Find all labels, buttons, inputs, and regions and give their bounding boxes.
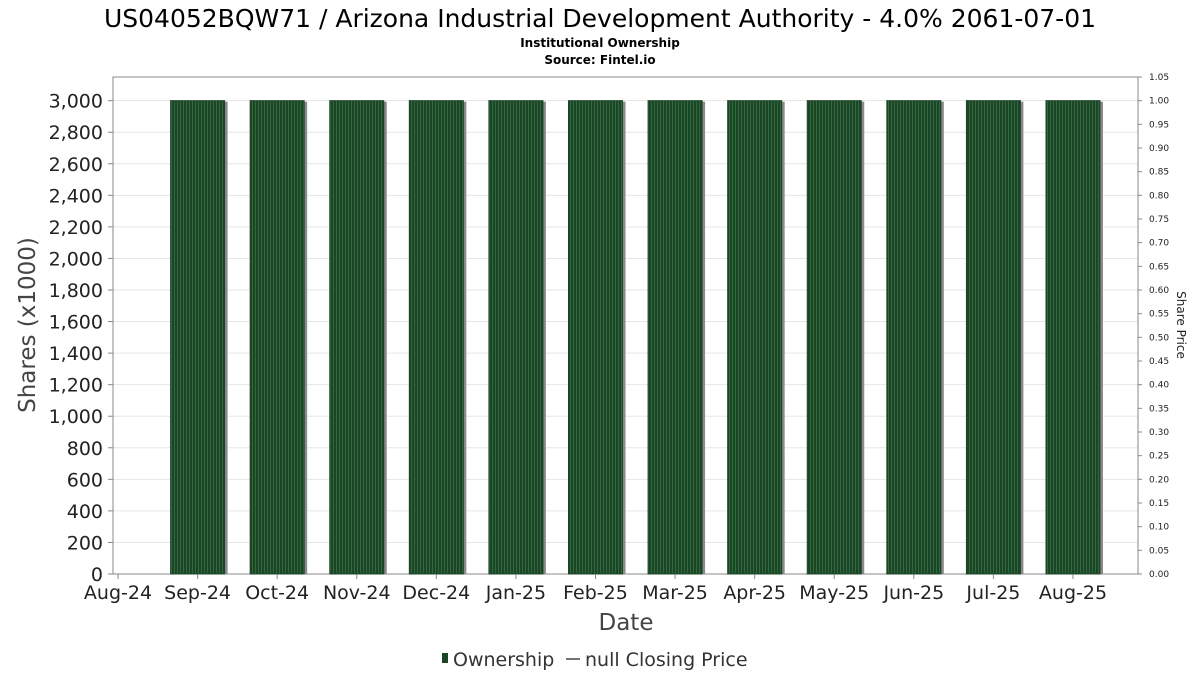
y2-tick-label: 0.60: [1149, 286, 1169, 296]
ownership-bar: [329, 100, 385, 575]
y-tick-label: 200: [67, 532, 103, 554]
y2-axis-label: Share Price: [1174, 291, 1188, 359]
bar-shadow: [1100, 101, 1103, 575]
y-tick-label: 600: [67, 469, 103, 491]
x-tick-label: Aug-24: [84, 582, 152, 604]
y-tick-label: 1,800: [49, 280, 103, 302]
y2-tick-label: 0.45: [1149, 357, 1169, 367]
y-tick-label: 3,000: [49, 91, 103, 113]
y-tick-label: 2,400: [49, 185, 103, 207]
y-tick-label: 1,400: [49, 343, 103, 365]
y-tick-label: 800: [67, 438, 103, 460]
y2-tick-label: 1.05: [1149, 73, 1169, 83]
legend-ownership-label: Ownership: [453, 649, 554, 671]
y-tick-label: 1,600: [49, 312, 103, 334]
bar-shadow: [702, 101, 706, 575]
bar-shadow: [304, 101, 308, 575]
ownership-bar: [170, 100, 226, 575]
y2-tick-label: 0.35: [1149, 404, 1169, 414]
y2-tick-label: 0.05: [1149, 546, 1169, 556]
chart-title: US04052BQW71 / Arizona Industrial Develo…: [104, 4, 1096, 33]
y2-tick-label: 0.25: [1149, 452, 1169, 462]
bar-shadow: [224, 101, 228, 575]
chart-subtitle: Institutional Ownership: [520, 36, 680, 50]
y2-tick-label: 0.75: [1149, 215, 1169, 225]
y2-tick-label: 0.50: [1149, 333, 1169, 343]
y-tick-label: 2,200: [49, 217, 103, 239]
x-tick-label: Jun-25: [882, 582, 944, 604]
y-axis-label: Shares (x1000): [15, 237, 41, 413]
y-tick-label: 400: [67, 501, 103, 523]
x-tick-label: Sep-24: [164, 582, 231, 604]
y-tick-label: 2,000: [49, 248, 103, 270]
bar-shadow: [622, 101, 626, 575]
y2-tick-label: 0.85: [1149, 168, 1169, 178]
x-tick-label: Aug-25: [1039, 582, 1107, 604]
bar-shadow: [463, 101, 467, 575]
ownership-bar: [488, 100, 544, 575]
y2-tick-label: 0.95: [1149, 120, 1169, 130]
ownership-bar: [408, 100, 464, 575]
ownership-bar: [727, 100, 783, 575]
y2-tick-label: 0.70: [1149, 239, 1169, 249]
x-tick-label: Mar-25: [642, 582, 708, 604]
ownership-bar: [568, 100, 623, 575]
x-tick-label: Jul-25: [965, 582, 1020, 604]
y2-tick-label: 0.55: [1149, 310, 1169, 320]
y2-tick-label: 0.15: [1149, 499, 1169, 509]
y2-tick-label: 0.80: [1149, 191, 1169, 201]
x-tick-label: Feb-25: [563, 582, 628, 604]
y-axis-ticks: 0 200 400 600 800 1,000 1,200 1,400 1,600 1,800 2,…: [49, 91, 113, 586]
y2-axis-ticks: 0.00 0.05 0.10 0.15 0.20 0.25 0.30 0.35 0.40 0.45…: [1138, 73, 1169, 580]
y-tick-label: 1,200: [49, 375, 103, 397]
chart-source: Source: Fintel.io: [544, 53, 655, 67]
bar-shadow: [542, 101, 546, 575]
x-tick-label: Jan-25: [485, 582, 546, 604]
x-tick-label: Nov-24: [323, 582, 391, 604]
ownership-bar: [806, 100, 862, 575]
y-tick-label: 0: [91, 564, 103, 586]
bar-shadow: [861, 101, 865, 575]
y2-tick-label: 0.40: [1149, 381, 1169, 391]
y2-tick-label: 1.00: [1149, 97, 1169, 107]
x-axis-ticks: Aug-24 Sep-24 Oct-24 Nov-24 Dec-24 Jan-25 Feb-…: [84, 574, 1107, 604]
bar-shadow: [781, 101, 785, 575]
legend: Ownership null Closing Price: [442, 649, 748, 671]
ownership-bar: [1045, 100, 1101, 575]
bar-shadow: [940, 101, 944, 575]
bar-shadow: [383, 101, 387, 575]
y2-tick-label: 0.00: [1149, 570, 1169, 580]
x-tick-label: May-25: [799, 582, 869, 604]
ownership-bar: [249, 100, 305, 575]
y-tick-label: 2,600: [49, 154, 103, 176]
y-tick-label: 2,800: [49, 122, 103, 144]
y2-tick-label: 0.10: [1149, 523, 1169, 533]
y2-tick-label: 0.20: [1149, 475, 1169, 485]
ownership-bar: [647, 100, 703, 575]
bars-group: [170, 100, 1103, 575]
x-axis-label: Date: [599, 610, 654, 636]
y-tick-label: 1,000: [49, 406, 103, 428]
legend-ownership-swatch: [442, 653, 448, 663]
ownership-bar: [886, 100, 942, 575]
x-tick-label: Dec-24: [402, 582, 470, 604]
x-tick-label: Apr-25: [723, 582, 786, 604]
y2-tick-label: 0.90: [1149, 144, 1169, 154]
y2-tick-label: 0.30: [1149, 428, 1169, 438]
y2-tick-label: 0.65: [1149, 262, 1169, 272]
bar-shadow: [1020, 101, 1024, 575]
legend-price-label: null Closing Price: [585, 649, 748, 671]
ownership-bar: [965, 100, 1021, 575]
x-tick-label: Oct-24: [245, 582, 309, 604]
